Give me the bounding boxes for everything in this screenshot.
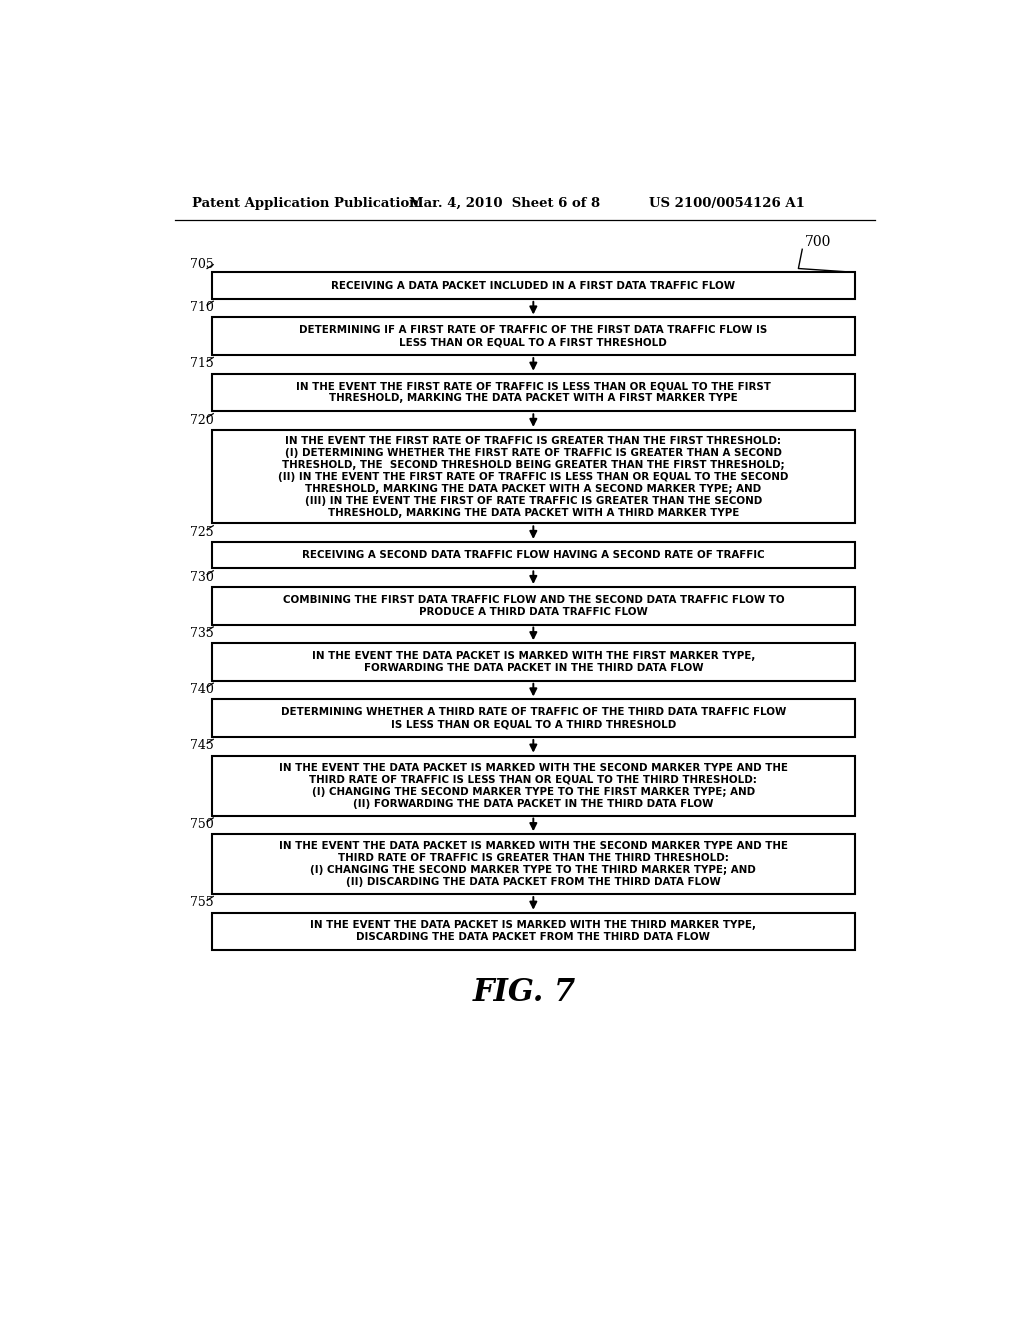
Text: 725: 725 xyxy=(190,525,214,539)
Bar xyxy=(212,834,855,894)
Bar xyxy=(212,643,855,681)
Bar xyxy=(212,317,855,355)
Text: RECEIVING A DATA PACKET INCLUDED IN A FIRST DATA TRAFFIC FLOW: RECEIVING A DATA PACKET INCLUDED IN A FI… xyxy=(332,281,735,290)
Bar xyxy=(212,543,855,569)
Bar xyxy=(212,700,855,737)
Text: Patent Application Publication: Patent Application Publication xyxy=(191,197,418,210)
Text: IN THE EVENT THE FIRST RATE OF TRAFFIC IS LESS THAN OR EQUAL TO THE FIRST
THRESH: IN THE EVENT THE FIRST RATE OF TRAFFIC I… xyxy=(296,381,771,404)
Text: 730: 730 xyxy=(190,570,214,583)
Bar xyxy=(212,272,855,298)
Text: 720: 720 xyxy=(190,413,214,426)
Text: IN THE EVENT THE DATA PACKET IS MARKED WITH THE THIRD MARKER TYPE,
DISCARDING TH: IN THE EVENT THE DATA PACKET IS MARKED W… xyxy=(310,920,757,942)
Text: IN THE EVENT THE DATA PACKET IS MARKED WITH THE FIRST MARKER TYPE,
FORWARDING TH: IN THE EVENT THE DATA PACKET IS MARKED W… xyxy=(311,651,755,673)
Text: IN THE EVENT THE DATA PACKET IS MARKED WITH THE SECOND MARKER TYPE AND THE
THIRD: IN THE EVENT THE DATA PACKET IS MARKED W… xyxy=(279,763,787,809)
Text: 755: 755 xyxy=(190,896,214,909)
Text: IN THE EVENT THE FIRST RATE OF TRAFFIC IS GREATER THAN THE FIRST THRESHOLD:
(I) : IN THE EVENT THE FIRST RATE OF TRAFFIC I… xyxy=(279,436,788,517)
Bar xyxy=(212,587,855,624)
Text: FIG. 7: FIG. 7 xyxy=(473,977,577,1008)
Text: 750: 750 xyxy=(190,818,214,830)
Text: US 2100/0054126 A1: US 2100/0054126 A1 xyxy=(649,197,805,210)
Text: Mar. 4, 2010  Sheet 6 of 8: Mar. 4, 2010 Sheet 6 of 8 xyxy=(409,197,600,210)
Text: RECEIVING A SECOND DATA TRAFFIC FLOW HAVING A SECOND RATE OF TRAFFIC: RECEIVING A SECOND DATA TRAFFIC FLOW HAV… xyxy=(302,550,765,560)
Bar xyxy=(212,374,855,412)
Text: 715: 715 xyxy=(190,358,214,371)
Text: 745: 745 xyxy=(190,739,214,752)
Bar xyxy=(212,912,855,950)
Text: 705: 705 xyxy=(190,257,214,271)
Text: COMBINING THE FIRST DATA TRAFFIC FLOW AND THE SECOND DATA TRAFFIC FLOW TO
PRODUC: COMBINING THE FIRST DATA TRAFFIC FLOW AN… xyxy=(283,595,784,616)
Text: 700: 700 xyxy=(805,235,830,249)
Text: 740: 740 xyxy=(190,684,214,696)
Bar xyxy=(212,430,855,523)
Bar xyxy=(212,755,855,816)
Text: 735: 735 xyxy=(190,627,214,640)
Text: DETERMINING WHETHER A THIRD RATE OF TRAFFIC OF THE THIRD DATA TRAFFIC FLOW
IS LE: DETERMINING WHETHER A THIRD RATE OF TRAF… xyxy=(281,708,786,729)
Text: IN THE EVENT THE DATA PACKET IS MARKED WITH THE SECOND MARKER TYPE AND THE
THIRD: IN THE EVENT THE DATA PACKET IS MARKED W… xyxy=(279,841,787,887)
Text: 710: 710 xyxy=(190,301,214,314)
Text: DETERMINING IF A FIRST RATE OF TRAFFIC OF THE FIRST DATA TRAFFIC FLOW IS
LESS TH: DETERMINING IF A FIRST RATE OF TRAFFIC O… xyxy=(299,325,767,347)
